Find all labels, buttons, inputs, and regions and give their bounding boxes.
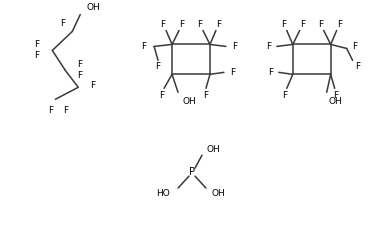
Text: F: F [282,91,287,100]
Text: OH: OH [212,189,226,197]
Text: F: F [159,91,165,100]
Text: F: F [216,20,222,29]
Text: F: F [197,20,202,29]
Text: F: F [204,91,209,100]
Text: P: P [189,167,195,177]
Text: F: F [230,68,235,77]
Text: F: F [333,91,338,100]
Text: F: F [141,42,146,51]
Text: F: F [300,20,305,29]
Text: F: F [356,62,361,71]
Text: F: F [77,60,83,69]
Text: F: F [318,20,323,29]
Text: F: F [34,40,39,49]
Text: F: F [281,20,286,29]
Text: F: F [337,20,342,29]
Text: F: F [161,20,166,29]
Text: F: F [353,42,358,51]
Text: HO: HO [156,189,170,197]
Text: F: F [266,42,271,51]
Text: F: F [60,19,65,28]
Text: OH: OH [86,2,100,12]
Text: OH: OH [207,145,221,154]
Text: F: F [90,81,95,90]
Text: F: F [156,62,161,71]
Text: F: F [34,51,39,60]
Text: OH: OH [182,97,196,106]
Text: F: F [63,106,68,115]
Text: F: F [268,68,273,77]
Text: OH: OH [329,97,343,106]
Text: F: F [77,71,83,80]
Text: F: F [232,42,237,51]
Text: F: F [179,20,185,29]
Text: F: F [48,106,53,115]
